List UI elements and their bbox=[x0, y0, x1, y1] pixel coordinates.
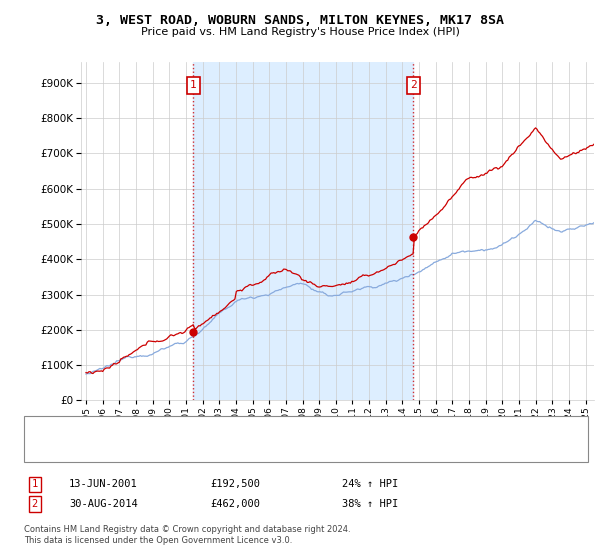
Text: 3, WEST ROAD, WOBURN SANDS, MILTON KEYNES, MK17 8SA: 3, WEST ROAD, WOBURN SANDS, MILTON KEYNE… bbox=[96, 14, 504, 27]
Text: 3, WEST ROAD, WOBURN SANDS, MILTON KEYNES, MK17 8SA (detached house): 3, WEST ROAD, WOBURN SANDS, MILTON KEYNE… bbox=[75, 424, 474, 434]
Bar bbox=[193, 62, 413, 400]
Text: 1: 1 bbox=[32, 479, 38, 489]
Text: £192,500: £192,500 bbox=[210, 479, 260, 489]
Text: Contains HM Land Registry data © Crown copyright and database right 2024.: Contains HM Land Registry data © Crown c… bbox=[24, 525, 350, 534]
Text: This data is licensed under the Open Government Licence v3.0.: This data is licensed under the Open Gov… bbox=[24, 536, 292, 545]
Text: 38% ↑ HPI: 38% ↑ HPI bbox=[342, 499, 398, 509]
Text: 2: 2 bbox=[410, 80, 417, 90]
Text: 13-JUN-2001: 13-JUN-2001 bbox=[69, 479, 138, 489]
Text: 2: 2 bbox=[32, 499, 38, 509]
Text: £462,000: £462,000 bbox=[210, 499, 260, 509]
Text: 1: 1 bbox=[190, 80, 197, 90]
Text: 24% ↑ HPI: 24% ↑ HPI bbox=[342, 479, 398, 489]
Text: Price paid vs. HM Land Registry's House Price Index (HPI): Price paid vs. HM Land Registry's House … bbox=[140, 27, 460, 37]
Text: 30-AUG-2014: 30-AUG-2014 bbox=[69, 499, 138, 509]
Text: HPI: Average price, detached house, Milton Keynes: HPI: Average price, detached house, Milt… bbox=[75, 444, 362, 454]
